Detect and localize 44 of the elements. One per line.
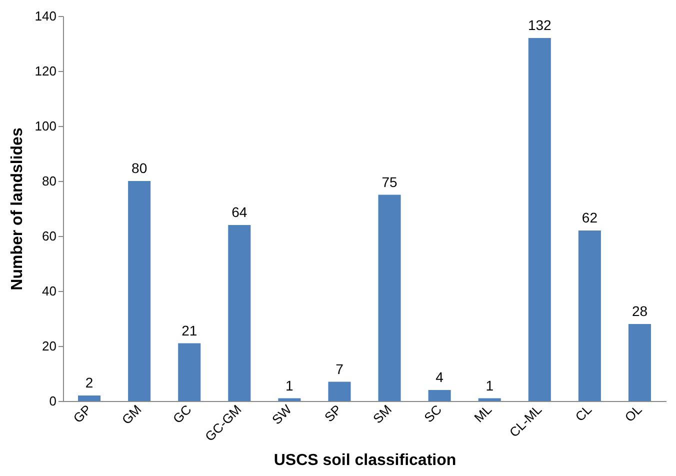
data-label: 62 — [582, 210, 598, 226]
x-tick-label: SM — [370, 402, 394, 426]
x-tick-label: CL — [572, 402, 595, 424]
x-axis-title: USCS soil classification — [274, 452, 456, 470]
x-tick-label: SC — [421, 402, 445, 426]
y-tick-label: 140 — [34, 8, 56, 24]
y-tick-label: 80 — [42, 174, 56, 188]
x-tick-label: OL — [622, 402, 645, 425]
data-label: 75 — [382, 174, 398, 190]
y-tick-label: 0 — [49, 394, 56, 408]
y-axis-title: Number of landslides — [8, 128, 26, 290]
bar — [228, 225, 251, 401]
x-tick-label: GC — [170, 402, 194, 426]
data-label: 80 — [132, 160, 148, 176]
data-label: 2 — [85, 374, 94, 390]
bar — [128, 181, 151, 401]
data-label: 64 — [232, 204, 248, 220]
y-tick-label: 40 — [42, 284, 56, 298]
bar — [78, 396, 101, 401]
data-label: 1 — [286, 377, 294, 394]
bar — [478, 398, 501, 401]
x-tick-label: GP — [70, 402, 94, 426]
y-tick-label: 100 — [34, 118, 56, 134]
bar — [378, 194, 401, 401]
bar — [328, 382, 351, 401]
x-tick-label: SW — [268, 401, 295, 428]
data-label: 28 — [632, 303, 648, 319]
data-label: 7 — [336, 360, 344, 377]
x-tick-label: ML — [471, 402, 495, 426]
y-tick-label: 20 — [42, 338, 56, 354]
x-tick-label: GM — [118, 402, 144, 428]
bar — [278, 398, 301, 401]
data-label: 132 — [528, 17, 552, 33]
data-label: 21 — [182, 322, 198, 338]
x-tick-label: SP — [322, 402, 344, 425]
bar — [428, 390, 451, 401]
data-label: 4 — [436, 369, 444, 385]
y-tick-label: 120 — [34, 64, 56, 78]
bar — [528, 38, 551, 401]
bar — [578, 230, 601, 401]
bar — [628, 324, 651, 401]
bar — [178, 343, 201, 401]
y-tick-label: 60 — [42, 228, 56, 244]
data-label: 1 — [486, 377, 494, 394]
